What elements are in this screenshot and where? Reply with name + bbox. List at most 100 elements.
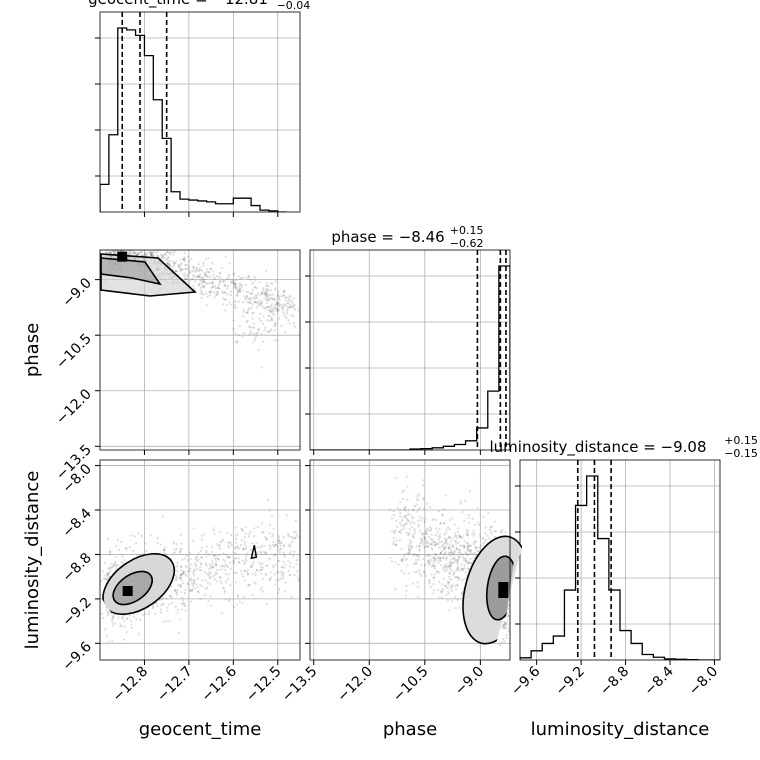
sample-point [118,245,120,247]
sample-point [132,251,136,254]
sample-point [156,604,159,608]
sample-point [180,262,183,265]
sample-point [449,548,452,551]
sample-point [286,306,289,309]
sample-point [203,533,206,536]
sample-point [287,302,290,305]
sample-point [454,584,457,587]
sample-point [444,563,448,566]
sample-point [395,539,398,542]
sample-point [293,304,296,307]
sample-point [277,295,280,298]
sample-point [434,559,437,562]
sample-point [270,316,273,319]
sample-point [247,535,250,538]
sample-point [201,534,204,537]
sample-point [454,550,457,554]
sample-point [270,281,273,285]
sample-point [448,528,451,531]
sample-point [406,564,409,567]
sample-point [221,568,224,571]
sample-point [121,244,123,246]
sample-point [253,581,256,584]
sample-point [205,275,208,278]
sample-point [166,262,169,265]
sample-point [180,548,183,551]
sample-point [276,307,279,310]
sample-point [297,577,300,580]
sample-point [123,625,127,628]
sample-point [474,523,477,526]
sample-point [412,535,415,538]
sample-point [251,282,254,286]
sample-point [235,278,238,282]
sample-point [208,275,212,279]
sample-point [174,550,177,554]
sample-point [244,526,247,529]
sample-point [274,306,277,309]
title-plus: +0.15 [450,224,484,237]
sample-point [205,545,208,548]
sample-point [135,246,137,248]
sample-point [238,282,242,285]
sample-point [179,576,182,580]
sample-point [204,273,207,276]
sample-point [184,277,187,280]
sample-point [183,275,186,278]
sample-point [447,546,450,549]
sample-point [465,531,468,535]
sample-point [293,550,296,553]
title-minus: −0.62 [450,237,484,250]
sample-point [424,532,427,535]
sample-point [163,253,166,256]
sample-point [196,585,199,589]
sample-point [214,293,218,296]
sample-point [242,301,245,304]
sample-point [268,532,272,535]
sample-point [194,269,197,272]
sample-point [217,284,221,287]
sample-point [254,294,257,297]
sample-point [284,590,287,593]
sample-point [288,561,292,564]
sample-point [457,578,460,581]
sample-point [266,284,269,287]
sample-point [244,547,247,550]
sample-point [208,271,211,274]
sample-point [276,308,279,311]
sample-point [261,577,265,581]
sample-point [197,282,200,285]
sample-point [214,554,217,557]
sample-point [432,556,436,560]
sample-point [251,542,254,545]
sample-point [245,294,249,298]
sample-point [288,298,291,302]
sample-point [172,261,175,265]
sample-point [263,329,266,332]
sample-point [419,519,423,522]
sample-point [290,540,293,543]
sample-point [445,566,448,569]
sample-point [102,616,105,620]
sample-point [271,306,274,310]
sample-point [454,540,458,543]
sample-point [294,536,297,539]
sample-point [260,301,264,304]
y-tick-label: −9.2 [59,594,94,629]
sample-point [174,578,177,582]
sample-point [186,559,189,562]
sample-point [151,254,154,257]
sample-point [183,272,187,275]
sample-point [202,280,205,283]
sample-point [417,492,420,495]
sample-point [450,558,453,561]
sample-point [413,571,416,574]
sample-point [420,531,423,535]
sample-point [432,576,435,579]
sample-point [121,250,124,252]
sample-point [404,506,407,509]
sample-point [214,563,217,566]
sample-point [418,569,421,572]
sample-point [505,636,508,640]
mode-marker [498,582,509,598]
